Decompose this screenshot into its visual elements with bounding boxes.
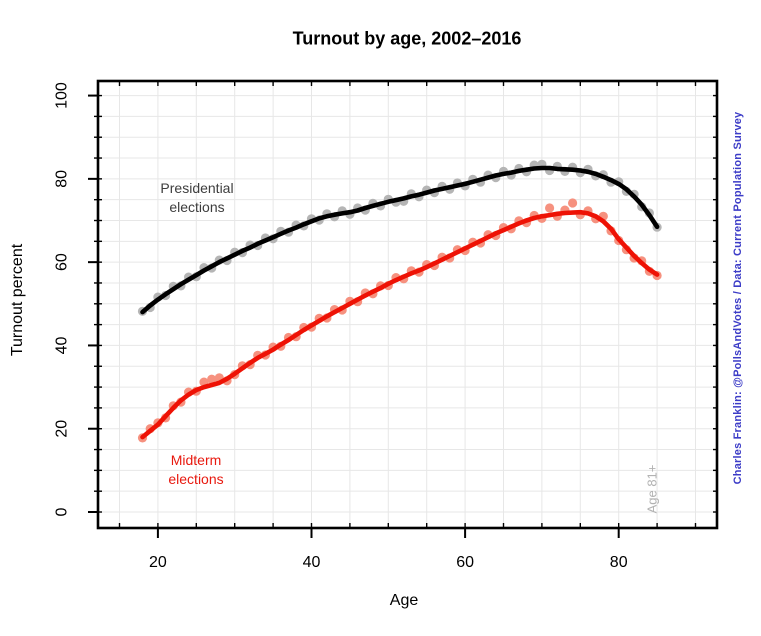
credit-line: Charles Franklin: @PollsAndVotes / Data:…: [732, 111, 744, 485]
major-ticks: [88, 94, 620, 538]
gridlines: [98, 81, 717, 528]
presidential-series-label: Presidential elections: [160, 180, 234, 215]
y-tick-label: 80: [54, 170, 71, 188]
y-tick-label: 100: [54, 82, 71, 109]
y-tick-label: 0: [54, 507, 71, 516]
series-midterm: [137, 198, 662, 443]
y-axis-label: Turnout percent: [9, 243, 26, 357]
data-dot: [207, 374, 217, 384]
midterm-trend-line: [140, 209, 660, 440]
y-tick-label: 20: [54, 420, 71, 438]
midterm-dots: [137, 198, 662, 443]
data-dot: [545, 203, 555, 213]
series-presidential: [137, 159, 662, 316]
presidential-trend-line: [140, 165, 660, 315]
x-tick-label: 20: [149, 554, 167, 571]
midterm-series-label: Midterm elections: [168, 452, 224, 487]
x-tick-label: 40: [303, 554, 321, 571]
y-tick-label: 40: [54, 336, 71, 354]
chart-title: Turnout by age, 2002–2016: [292, 28, 522, 49]
data-dot: [568, 198, 578, 208]
age-81-plus-label: Age 81+: [644, 464, 660, 514]
x-axis-label: Age: [389, 592, 419, 609]
plot-box: [96, 79, 719, 530]
x-tick-label: 60: [456, 554, 474, 571]
y-tick-label: 60: [54, 253, 71, 271]
x-tick-label: 80: [610, 554, 628, 571]
